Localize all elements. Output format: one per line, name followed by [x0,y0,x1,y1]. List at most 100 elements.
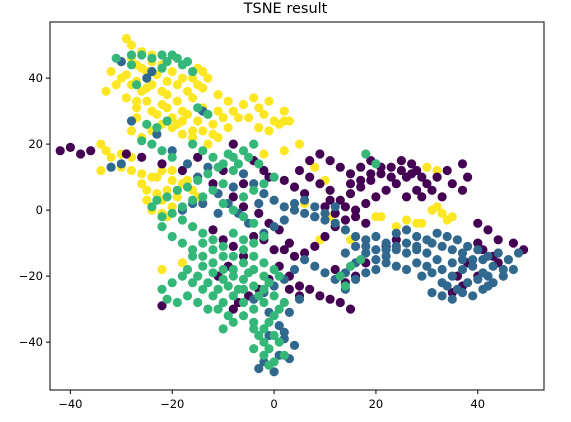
data-point [279,106,289,116]
data-point [223,311,233,321]
data-point [351,212,361,222]
data-point [249,324,259,334]
data-point [483,225,493,235]
data-point [218,264,228,275]
data-point [284,307,294,317]
data-point [437,291,447,301]
data-point [152,172,162,182]
data-point [177,202,187,212]
data-point [412,258,422,268]
data-point [340,281,350,291]
data-point [361,268,371,278]
data-point [361,248,371,258]
data-point [218,235,228,245]
data-point [249,281,259,291]
data-point [274,337,284,347]
data-point [198,261,208,271]
data-point [254,291,264,301]
data-point [457,264,468,275]
data-point [432,165,442,176]
data-point [264,96,274,106]
data-point [188,278,198,288]
data-point [182,182,193,192]
data-point [249,231,259,242]
data-point [447,271,457,281]
data-point [238,192,249,202]
data-point [366,175,376,185]
data-point [198,228,208,238]
data-point [269,172,279,182]
data-point [442,215,452,225]
data-point [279,116,289,126]
data-point [142,185,152,195]
data-point [249,304,259,314]
data-point [320,202,330,212]
data-point [249,317,259,327]
data-point [356,255,366,265]
data-point [213,90,223,100]
data-point [264,278,274,288]
data-point [249,179,259,189]
data-point [228,228,238,238]
data-point [437,241,447,251]
data-point [310,261,320,271]
data-point [315,179,325,189]
data-point [513,248,524,258]
data-point [213,304,223,314]
data-point [228,291,238,301]
data-point [157,284,167,294]
data-point [162,192,172,202]
data-point [233,159,243,169]
data-point [254,208,264,218]
data-point [294,165,305,176]
data-point [228,182,238,192]
data-point [508,238,518,248]
data-point [437,192,447,202]
data-point [264,126,274,136]
data-point [172,96,182,106]
data-point [259,231,269,242]
data-point [269,222,279,232]
data-point [254,330,264,341]
data-point [147,202,157,212]
data-point [371,255,381,265]
data-point [279,175,289,185]
data-point [356,182,366,192]
data-point [238,169,249,179]
data-point [126,126,137,136]
data-point [330,202,340,212]
data-point [371,192,381,202]
data-point [386,162,396,172]
data-point [238,274,249,284]
data-point [254,123,264,133]
data-point [269,195,279,205]
data-point [167,202,177,212]
data-point [193,175,203,185]
data-point [167,66,177,77]
data-point [269,367,279,377]
data-point [381,245,391,255]
data-point [391,222,401,232]
data-point [396,165,406,176]
data-point [223,96,233,106]
data-point [249,238,259,248]
data-point [259,179,269,189]
data-point [157,159,167,169]
data-point [121,149,131,159]
data-point [422,179,432,189]
x-tick-label: −40 [58,397,82,411]
data-point [126,50,137,60]
data-point [152,195,162,205]
data-point [142,195,152,205]
data-point [188,139,198,149]
data-point [427,288,437,298]
data-point [147,53,157,63]
data-point [96,165,106,176]
data-point [177,129,187,139]
data-point [463,241,473,251]
data-point [274,304,284,314]
data-point [228,271,238,281]
data-point [101,86,111,96]
data-point [249,344,259,354]
